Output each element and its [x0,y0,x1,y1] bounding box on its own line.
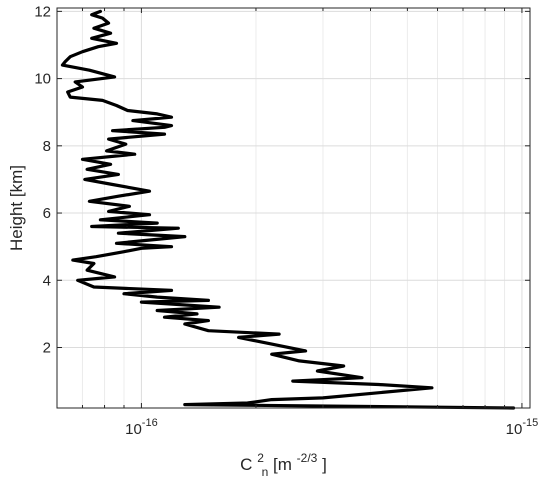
y-axis-label: Height [km] [7,165,26,251]
series-layer [60,9,516,410]
grid [56,8,530,408]
profile-line [60,9,516,410]
x-tick-label-base: 10 [506,421,523,438]
y-tick-label: 8 [43,138,51,155]
x-label-unit-open: [m [273,455,292,474]
y-tick-label: 12 [34,3,51,20]
y-tick-label: 6 [43,205,51,222]
x-tick-label-base: 10 [125,421,142,438]
x-tick-label-exponent: -15 [522,417,538,429]
y-tick-label: 2 [43,339,51,356]
x-tick-label-exponent: -16 [142,417,158,429]
tick-marks [56,8,530,408]
y-tick-label: 10 [34,71,51,88]
x-label-unit-exponent: -2/3 [297,451,318,465]
x-label-symbol: C [240,455,252,474]
x-axis-label: C 2 n [m -2/3 ] [240,447,327,480]
plot-area [57,8,530,408]
x-tick-label: 10-16 [125,417,158,438]
y-tick-label: 4 [43,272,51,289]
x-label-unit-close: ] [322,455,327,474]
x-label-subscript: n [262,465,269,479]
x-label-superscript: 2 [257,451,264,465]
plot-frame [56,7,531,409]
x-tick-label: 10-15 [506,417,539,438]
